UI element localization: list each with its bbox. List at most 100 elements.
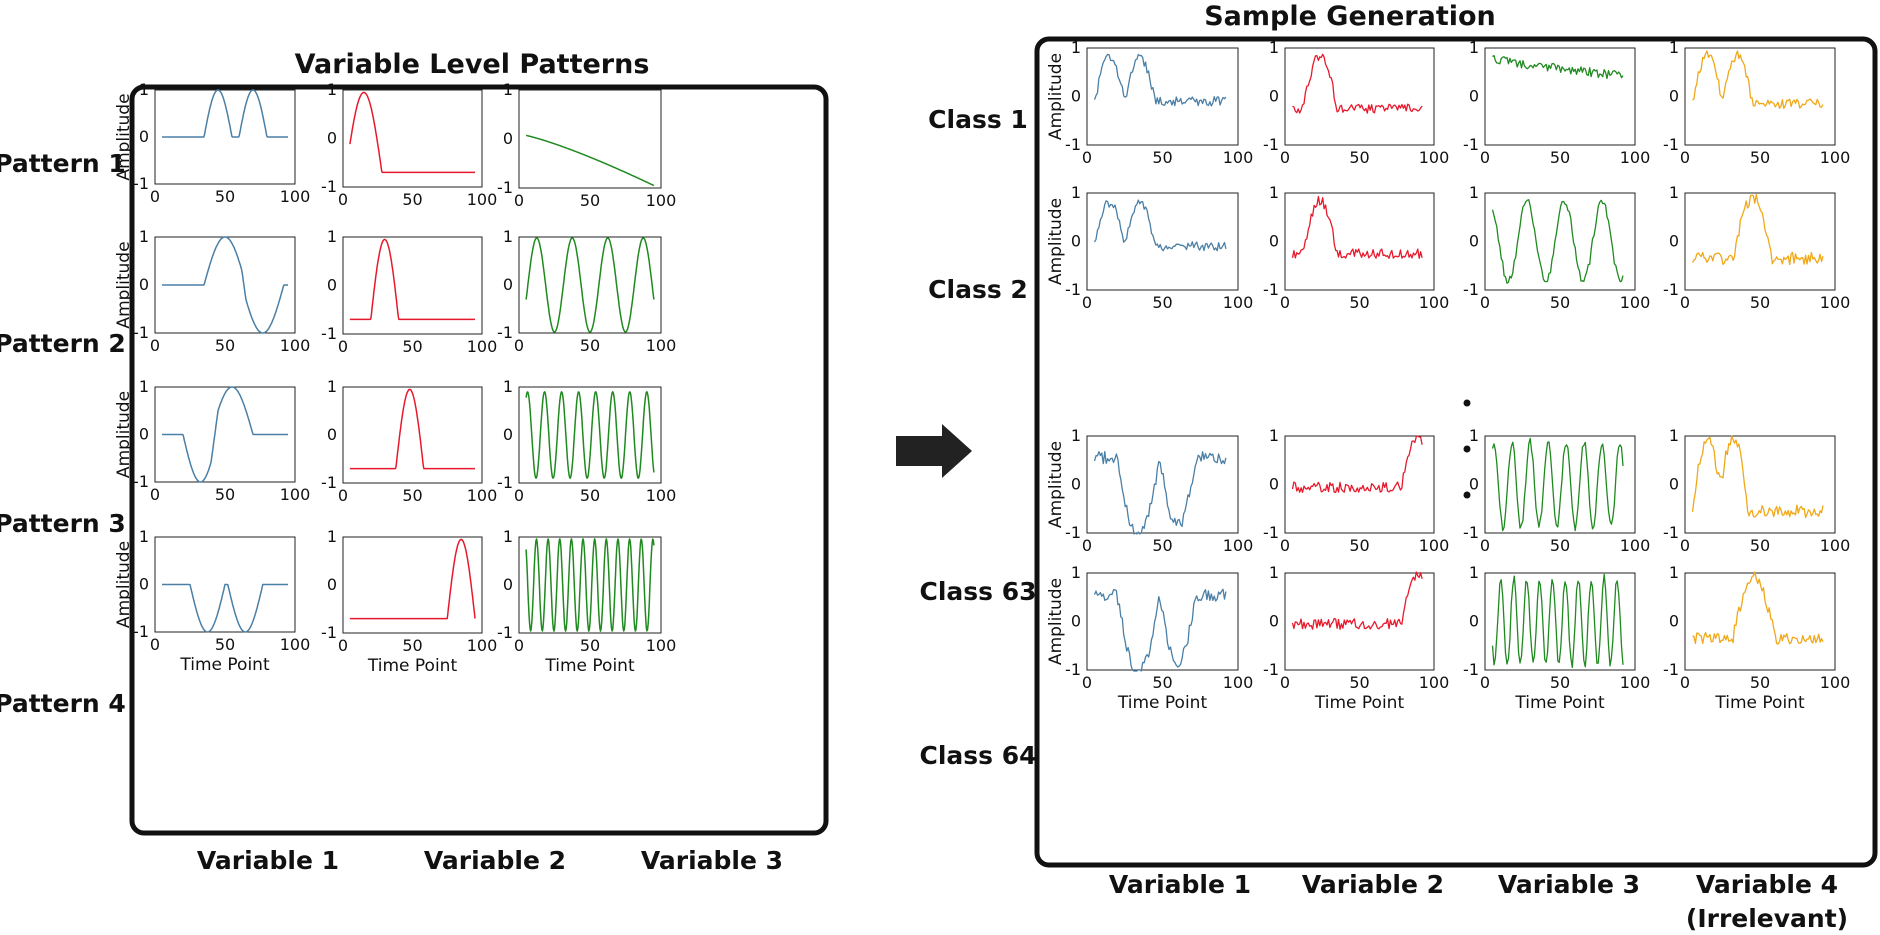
subplot-p1-v2: 10-10 50 100 bbox=[321, 80, 497, 209]
x-tick-label: 100 bbox=[280, 635, 311, 654]
y-tick-label: -1 bbox=[1663, 660, 1679, 679]
x-tick-label: 0 bbox=[1680, 148, 1690, 167]
y-tick-label: 0 bbox=[503, 425, 513, 444]
x-tick-label: 100 bbox=[1223, 536, 1254, 555]
y-tick-label: 1 bbox=[1669, 183, 1679, 202]
x-tick-label: 100 bbox=[1223, 148, 1254, 167]
plot-frame bbox=[518, 89, 662, 189]
plot-frame bbox=[342, 89, 483, 188]
plot-frame bbox=[1086, 572, 1239, 671]
y-tick-label: 0 bbox=[1669, 87, 1679, 106]
col-label-variable-3: Variable 3 bbox=[641, 846, 783, 875]
y-tick-label: 1 bbox=[1669, 38, 1679, 57]
col-label-r-variable-1: Variable 1 bbox=[1109, 870, 1251, 899]
x-tick-label: 0 bbox=[1082, 536, 1092, 555]
series-line bbox=[349, 238, 476, 321]
y-tick-label: 0 bbox=[1269, 612, 1279, 631]
y-tick-label: -1 bbox=[1065, 660, 1081, 679]
x-tick-label: 50 bbox=[1550, 293, 1570, 312]
x-tick-label: 0 bbox=[1480, 536, 1490, 555]
y-tick-label: 1 bbox=[503, 377, 513, 396]
y-tick-label: -1 bbox=[321, 623, 337, 642]
x-tick-label: 0 bbox=[1680, 536, 1690, 555]
x-tick-label: 0 bbox=[514, 636, 524, 655]
x-tick-label: 100 bbox=[646, 191, 677, 210]
y-tick-label: 0 bbox=[1669, 232, 1679, 251]
y-tick-label: -1 bbox=[133, 472, 149, 491]
subplot-p2-v3: 10-10 50 100 bbox=[497, 227, 676, 355]
left-panel-frame bbox=[129, 84, 829, 836]
y-tick-label: 0 bbox=[139, 127, 149, 146]
y-axis-label: Amplitude bbox=[114, 541, 134, 628]
series-line bbox=[1491, 573, 1624, 669]
plot-frame bbox=[1284, 435, 1435, 534]
x-tick-label: 0 bbox=[1082, 293, 1092, 312]
x-tick-label: 50 bbox=[1152, 536, 1172, 555]
right-panel-title: Sample Generation bbox=[1204, 1, 1496, 32]
col-label-r-variable-3: Variable 3 bbox=[1498, 870, 1640, 899]
subplot-c63-v2: 10-10 50 100 bbox=[1263, 426, 1449, 555]
subplot-c1-v3: 10-10 50 100 bbox=[1463, 38, 1650, 167]
y-tick-label: -1 bbox=[1065, 523, 1081, 542]
x-tick-label: 100 bbox=[280, 485, 311, 504]
plot-frame bbox=[342, 236, 483, 335]
row-label-class-63: Class 63 bbox=[919, 577, 1036, 606]
subplot-c1-v4: 10-10 50 100 bbox=[1663, 38, 1850, 167]
row-label-class-2: Class 2 bbox=[928, 275, 1028, 304]
y-tick-label: -1 bbox=[497, 623, 513, 642]
x-tick-label: 0 bbox=[150, 485, 160, 504]
plot-frame bbox=[1086, 192, 1239, 291]
y-tick-label: -1 bbox=[1065, 280, 1081, 299]
y-axis-label: Amplitude bbox=[1046, 198, 1066, 285]
col-label-r-variable-2: Variable 2 bbox=[1302, 870, 1444, 899]
x-tick-label: 100 bbox=[646, 486, 677, 505]
ellipsis-dot bbox=[1463, 399, 1471, 407]
x-tick-label: 0 bbox=[338, 636, 348, 655]
x-tick-label: 0 bbox=[1280, 536, 1290, 555]
y-tick-label: 0 bbox=[1669, 475, 1679, 494]
x-tick-label: 50 bbox=[1152, 673, 1172, 692]
y-tick-label: -1 bbox=[1263, 280, 1279, 299]
y-tick-label: -1 bbox=[1663, 280, 1679, 299]
y-tick-label: -1 bbox=[1263, 523, 1279, 542]
series-line bbox=[161, 583, 289, 633]
y-tick-label: 0 bbox=[1071, 475, 1081, 494]
x-tick-label: 0 bbox=[1280, 148, 1290, 167]
y-tick-label: 0 bbox=[139, 575, 149, 594]
y-tick-label: 0 bbox=[139, 425, 149, 444]
x-axis-label: Time Point bbox=[544, 656, 635, 676]
y-tick-label: -1 bbox=[497, 473, 513, 492]
series-line bbox=[349, 538, 476, 620]
y-tick-label: 1 bbox=[139, 527, 149, 546]
plot-frame bbox=[1684, 572, 1836, 671]
y-tick-label: 1 bbox=[327, 377, 337, 396]
subplot-c1-v2: 10-10 50 100 bbox=[1263, 38, 1449, 167]
y-tick-label: 1 bbox=[139, 377, 149, 396]
x-tick-label: 100 bbox=[467, 486, 498, 505]
x-tick-label: 50 bbox=[402, 486, 422, 505]
x-tick-label: 0 bbox=[150, 187, 160, 206]
y-tick-label: 1 bbox=[327, 80, 337, 99]
subplot-p3-v3: 10-10 50 100 bbox=[497, 377, 676, 505]
y-tick-label: 0 bbox=[503, 129, 513, 148]
col-label-variable-2: Variable 2 bbox=[424, 846, 566, 875]
x-tick-label: 50 bbox=[215, 485, 235, 504]
y-tick-label: 0 bbox=[1071, 232, 1081, 251]
y-tick-label: 0 bbox=[503, 275, 513, 294]
x-tick-label: 100 bbox=[280, 336, 311, 355]
y-tick-label: -1 bbox=[321, 324, 337, 343]
y-tick-label: 1 bbox=[327, 527, 337, 546]
series-line bbox=[161, 386, 289, 483]
row-label-pattern-1: Pattern 1 bbox=[0, 149, 126, 178]
x-tick-label: 50 bbox=[1152, 148, 1172, 167]
plot-frame bbox=[1484, 47, 1636, 146]
y-tick-label: 1 bbox=[1071, 38, 1081, 57]
x-tick-label: 100 bbox=[1419, 293, 1450, 312]
series-line bbox=[1093, 588, 1227, 672]
x-tick-label: 0 bbox=[514, 336, 524, 355]
x-tick-label: 100 bbox=[1820, 148, 1851, 167]
x-tick-label: 50 bbox=[215, 336, 235, 355]
